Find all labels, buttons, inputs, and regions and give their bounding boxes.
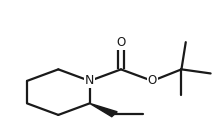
- Text: O: O: [148, 74, 157, 87]
- Text: N: N: [85, 74, 94, 87]
- Polygon shape: [90, 103, 117, 117]
- Text: O: O: [116, 36, 125, 49]
